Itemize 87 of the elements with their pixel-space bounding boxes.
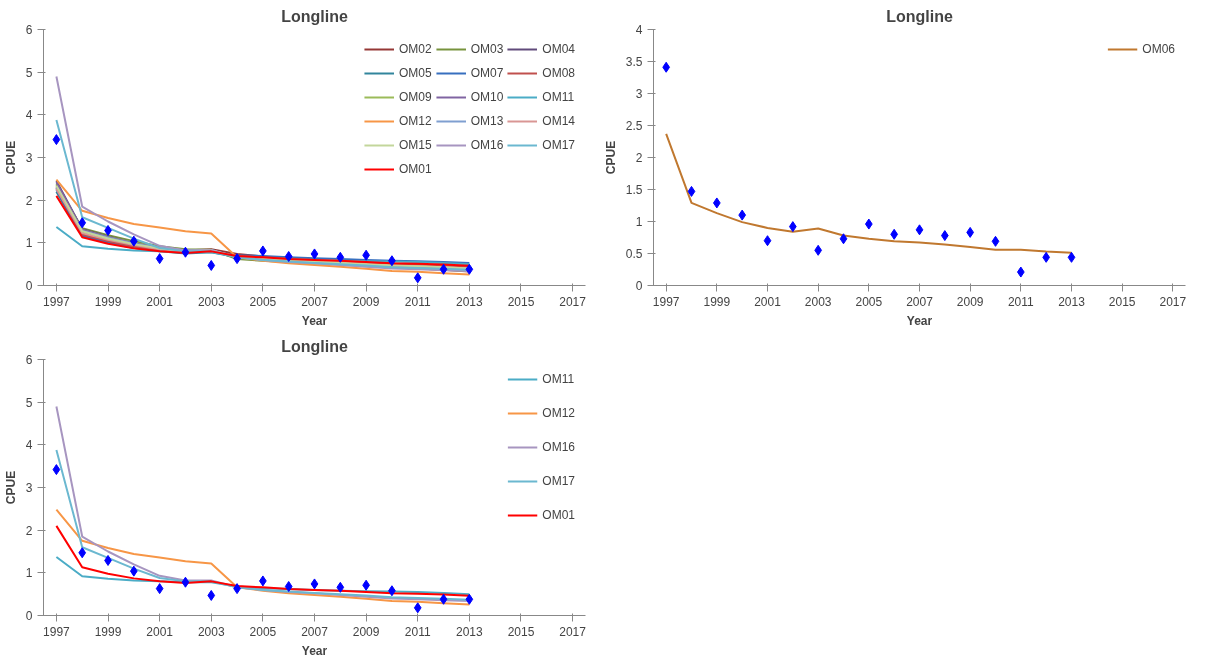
x-tick-label: 2005 (249, 294, 277, 309)
y-tick-label: 0.5 (625, 247, 643, 261)
y-tick-label: 3.5 (625, 55, 643, 69)
x-tick-label: 2009 (352, 624, 380, 639)
y-tick-label: 1 (635, 215, 643, 229)
y-tick-label: 4 (25, 108, 33, 123)
y-tick-label: 6 (25, 353, 33, 367)
x-tick-label: 1999 (703, 294, 731, 309)
x-tick-label: 2011 (404, 624, 431, 639)
x-tick-label: 2007 (301, 624, 329, 639)
y-tick-label: 0 (635, 279, 643, 293)
legend-label: OM14 (542, 114, 575, 128)
chart-title: Longline (886, 7, 953, 25)
legend-label: OM05 (398, 66, 432, 80)
x-tick-label: 2017 (559, 624, 587, 639)
y-axis-title: CPUE (603, 140, 618, 175)
y-tick-label: 3 (635, 87, 643, 101)
x-tick-label: 2007 (906, 294, 934, 309)
y-tick-label: 6 (25, 23, 33, 37)
y-tick-label: 4 (25, 438, 33, 453)
legend-label: OM12 (542, 406, 575, 420)
x-tick-label: 2015 (1108, 294, 1136, 309)
legend-label: OM01 (542, 508, 575, 522)
legend-label: OM04 (542, 42, 575, 56)
chart-title: Longline (281, 337, 348, 355)
legend-label: OM15 (398, 138, 432, 152)
y-tick-label: 2.5 (625, 119, 643, 133)
x-tick-label: 2005 (855, 294, 883, 309)
legend-label: OM17 (542, 474, 575, 488)
y-tick-label: 1 (25, 236, 33, 251)
x-tick-label: 2001 (146, 294, 174, 309)
legend-label: OM08 (542, 66, 575, 80)
x-tick-label: 2017 (1159, 294, 1187, 309)
legend-label: OM11 (542, 372, 575, 386)
x-axis-title: Year (906, 313, 933, 328)
y-tick-label: 0 (25, 609, 33, 623)
legend-label: OM16 (542, 440, 575, 454)
legend-label: OM09 (398, 90, 432, 104)
legend-label: OM01 (398, 162, 432, 176)
x-tick-label: 2013 (1058, 294, 1086, 309)
legend-label: OM13 (470, 114, 504, 128)
legend-label: OM06 (1142, 42, 1175, 56)
legend-label: OM16 (470, 138, 504, 152)
y-tick-label: 1 (25, 566, 33, 581)
legend-label: OM10 (470, 90, 504, 104)
x-tick-label: 2013 (456, 294, 484, 309)
x-tick-label: 2009 (956, 294, 984, 309)
x-tick-label: 2007 (301, 294, 329, 309)
x-tick-label: 2001 (146, 624, 174, 639)
x-axis-title: Year (301, 643, 328, 658)
x-tick-label: 2003 (197, 294, 225, 309)
y-tick-label: 4 (635, 23, 643, 37)
x-tick-label: 2013 (456, 624, 484, 639)
legend-label: OM11 (542, 90, 575, 104)
legend-label: OM12 (398, 114, 432, 128)
y-tick-label: 3 (25, 151, 33, 165)
x-tick-label: 2005 (249, 624, 277, 639)
x-tick-label: 1999 (94, 294, 122, 309)
legend-label: OM17 (542, 138, 575, 152)
chart-title: Longline (281, 7, 348, 25)
x-axis-title: Year (301, 313, 328, 328)
x-tick-label: 2003 (804, 294, 832, 309)
x-tick-label: 2011 (1007, 294, 1035, 309)
x-tick-label: 2001 (754, 294, 782, 309)
x-tick-label: 2009 (352, 294, 380, 309)
x-tick-label: 1997 (43, 624, 71, 639)
legend-label: OM02 (398, 42, 432, 56)
x-tick-label: 1997 (652, 294, 680, 309)
y-tick-label: 2 (635, 151, 643, 165)
x-tick-label: 2015 (507, 624, 535, 639)
y-tick-label: 2 (25, 193, 33, 208)
x-tick-label: 2003 (197, 624, 225, 639)
legend-label: OM03 (470, 42, 504, 56)
y-axis-title: CPUE (3, 140, 18, 175)
y-axis-title: CPUE (3, 470, 18, 505)
legend-label: OM07 (470, 66, 504, 80)
x-tick-label: 1997 (43, 294, 71, 309)
y-tick-label: 5 (25, 65, 33, 80)
x-tick-label: 2015 (507, 294, 535, 309)
y-tick-label: 5 (25, 395, 33, 410)
x-tick-label: 2011 (404, 294, 431, 309)
y-tick-label: 1.5 (625, 183, 643, 197)
y-tick-label: 0 (25, 279, 33, 293)
y-tick-label: 2 (25, 523, 33, 538)
y-tick-label: 3 (25, 481, 33, 495)
x-tick-label: 1999 (94, 624, 122, 639)
x-tick-label: 2017 (559, 294, 587, 309)
